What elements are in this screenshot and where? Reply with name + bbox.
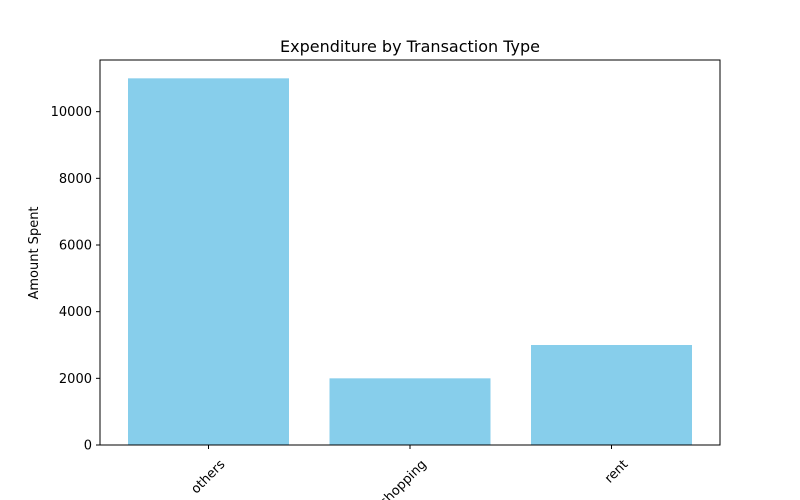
x-tick-label: rent <box>602 457 631 486</box>
y-tick-label: 10000 <box>51 105 92 120</box>
y-tick-label: 6000 <box>59 239 92 254</box>
x-tick-label: shopping <box>377 457 430 500</box>
bar-others <box>128 78 289 445</box>
y-tick-label: 2000 <box>59 372 92 387</box>
bar-rent <box>531 345 692 445</box>
y-tick-label: 4000 <box>59 305 92 320</box>
axes-frame <box>99 59 721 446</box>
chart-title: Expenditure by Transaction Type <box>280 37 540 56</box>
bar-shopping <box>329 378 491 445</box>
y-tick-label: 8000 <box>59 172 92 187</box>
plot-area: 0 2000 4000 6000 8000 10000 others shopping rent <box>51 59 721 500</box>
y-tick-label: 0 <box>84 439 92 454</box>
y-axis-label: Amount Spent <box>27 206 42 299</box>
x-tick-label: others <box>188 457 228 497</box>
